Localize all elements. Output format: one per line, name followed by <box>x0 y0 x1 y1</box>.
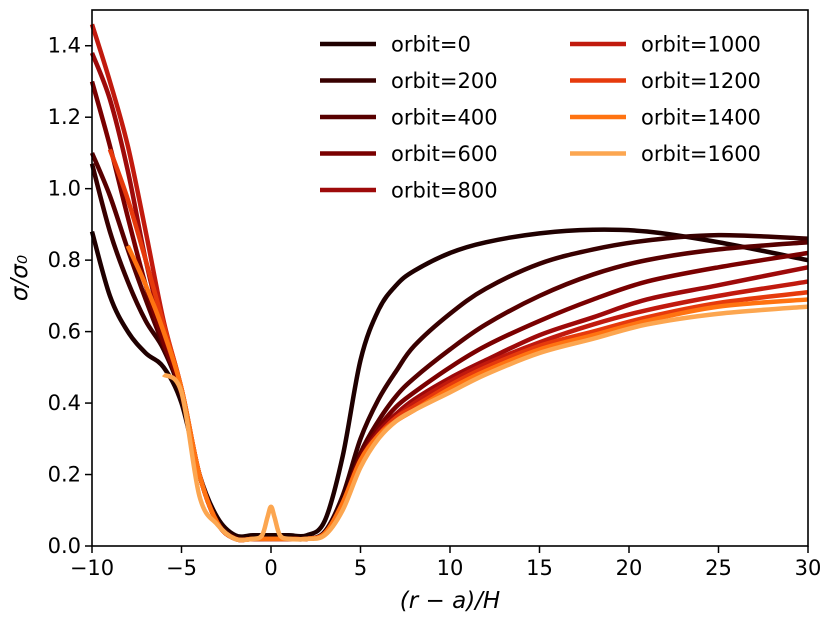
y-axis-ticks: 0.0 0.2 0.4 0.6 0.8 1.0 1.2 1.4 <box>48 34 92 558</box>
y-tick-label: 0.6 <box>48 320 81 344</box>
y-tick-label: 0.2 <box>48 463 81 487</box>
plot-background <box>92 10 808 546</box>
x-tick-label: 15 <box>526 556 553 580</box>
y-tick-label: 1.2 <box>48 105 81 129</box>
x-tick-label: 0 <box>264 556 277 580</box>
x-tick-label: 20 <box>616 556 643 580</box>
y-tick-label: 0.4 <box>48 391 81 415</box>
y-tick-label: 0.8 <box>48 248 81 272</box>
x-tick-label: 10 <box>437 556 464 580</box>
series-line-8 <box>162 304 809 543</box>
legend: orbit=0 orbit=200 orbit=400 orbit=600 orbit=… <box>320 33 761 203</box>
x-tick-label: 5 <box>354 556 367 580</box>
x-tick-label: −10 <box>70 556 114 580</box>
series-group <box>89 23 809 543</box>
series-line-7 <box>125 244 809 543</box>
x-axis-ticks: −10 −5 0 5 10 15 20 25 30 <box>70 546 822 580</box>
legend-label: orbit=1600 <box>641 142 761 166</box>
x-axis-label: (r − a)/H <box>400 588 500 614</box>
legend-label: orbit=800 <box>391 179 498 203</box>
y-tick-label: 0.0 <box>48 534 81 558</box>
series-line-0 <box>89 227 809 539</box>
legend-label: orbit=600 <box>391 142 498 166</box>
y-tick-label: 1.0 <box>48 177 81 201</box>
x-tick-label: 30 <box>795 556 822 580</box>
legend-label: orbit=200 <box>391 69 498 93</box>
legend-label: orbit=1000 <box>641 33 761 57</box>
x-tick-label: −5 <box>166 556 197 580</box>
y-axis-label: σ/σ₀ <box>7 255 33 301</box>
legend-label: orbit=1400 <box>641 106 761 130</box>
legend-label: orbit=0 <box>391 33 471 57</box>
y-tick-label: 1.4 <box>48 34 81 58</box>
legend-label: orbit=1200 <box>641 69 761 93</box>
x-tick-label: 25 <box>705 556 732 580</box>
legend-label: orbit=400 <box>391 106 498 130</box>
